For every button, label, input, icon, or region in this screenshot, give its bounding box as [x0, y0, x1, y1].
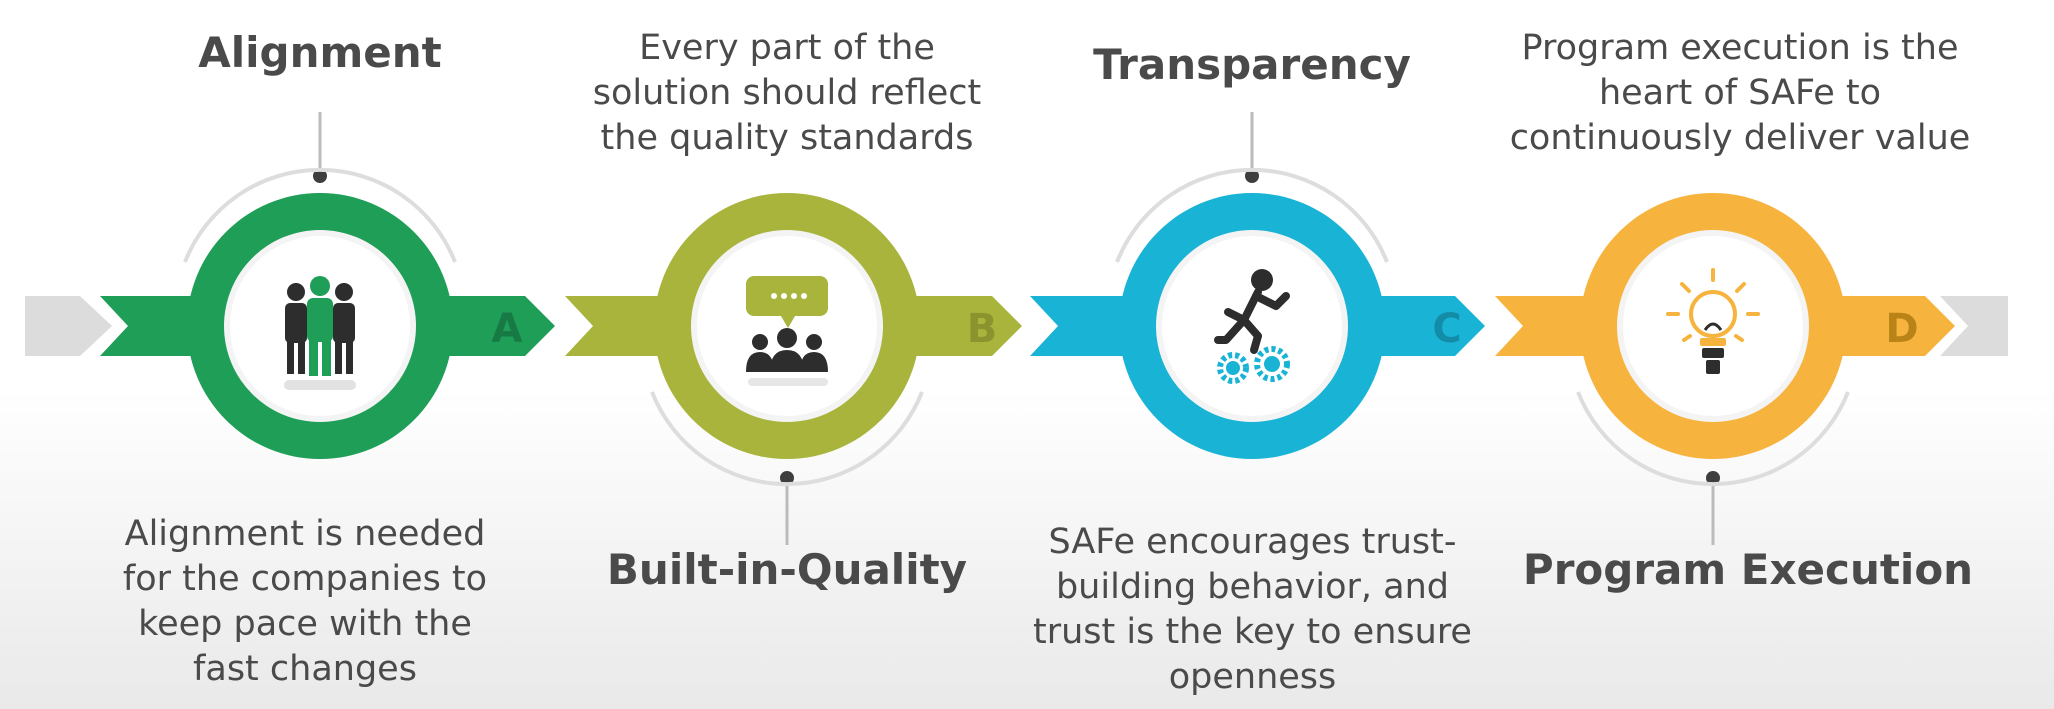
- step-d-description: Program execution is the heart of SAFe t…: [1475, 26, 2005, 161]
- step-c-description: SAFe encourages trust- building behavior…: [1005, 520, 1500, 700]
- desc-line: Alignment is needed: [124, 514, 486, 554]
- letter-b: B: [967, 306, 998, 352]
- desc-line: continuously deliver value: [1509, 118, 1971, 158]
- step-b-title: Built-in-Quality: [606, 545, 968, 594]
- connector-c: [1115, 112, 1389, 263]
- desc-line: openness: [1168, 657, 1337, 697]
- desc-line: fast changes: [193, 649, 417, 689]
- desc-line: Program execution is the: [1521, 28, 1959, 68]
- start-arrow: [25, 296, 112, 356]
- ring-d: [1580, 193, 1846, 459]
- letter-d: D: [1885, 306, 1918, 352]
- desc-line: keep pace with the: [138, 604, 472, 644]
- step-a-description: Alignment is needed for the companies to…: [95, 512, 515, 692]
- meeting-chat-icon: [746, 276, 828, 386]
- running-person-gears-icon: [1214, 269, 1290, 384]
- letter-a: A: [492, 306, 523, 352]
- letter-c: C: [1432, 306, 1461, 352]
- desc-line: the quality standards: [600, 118, 974, 158]
- desc-line: solution should reflect: [592, 73, 982, 113]
- lightbulb-icon: [1666, 268, 1760, 374]
- connector-a: [183, 112, 457, 263]
- team-icon: [284, 276, 356, 390]
- step-c-title: Transparency: [1093, 40, 1411, 89]
- desc-line: for the companies to: [122, 559, 488, 599]
- step-d-title: Program Execution: [1522, 545, 1974, 594]
- desc-line: trust is the key to ensure: [1033, 612, 1472, 652]
- step-b-description: Every part of the solution should reflec…: [552, 26, 1022, 161]
- desc-line: SAFe encourages trust-: [1048, 522, 1457, 562]
- connector-d: [1576, 391, 1850, 545]
- desc-line: heart of SAFe to: [1598, 73, 1882, 113]
- desc-line: building behavior, and: [1055, 567, 1450, 607]
- end-arrow: [1940, 296, 2008, 356]
- step-a-title: Alignment: [198, 28, 442, 77]
- connector-b: [650, 391, 924, 545]
- desc-line: Every part of the: [639, 28, 935, 68]
